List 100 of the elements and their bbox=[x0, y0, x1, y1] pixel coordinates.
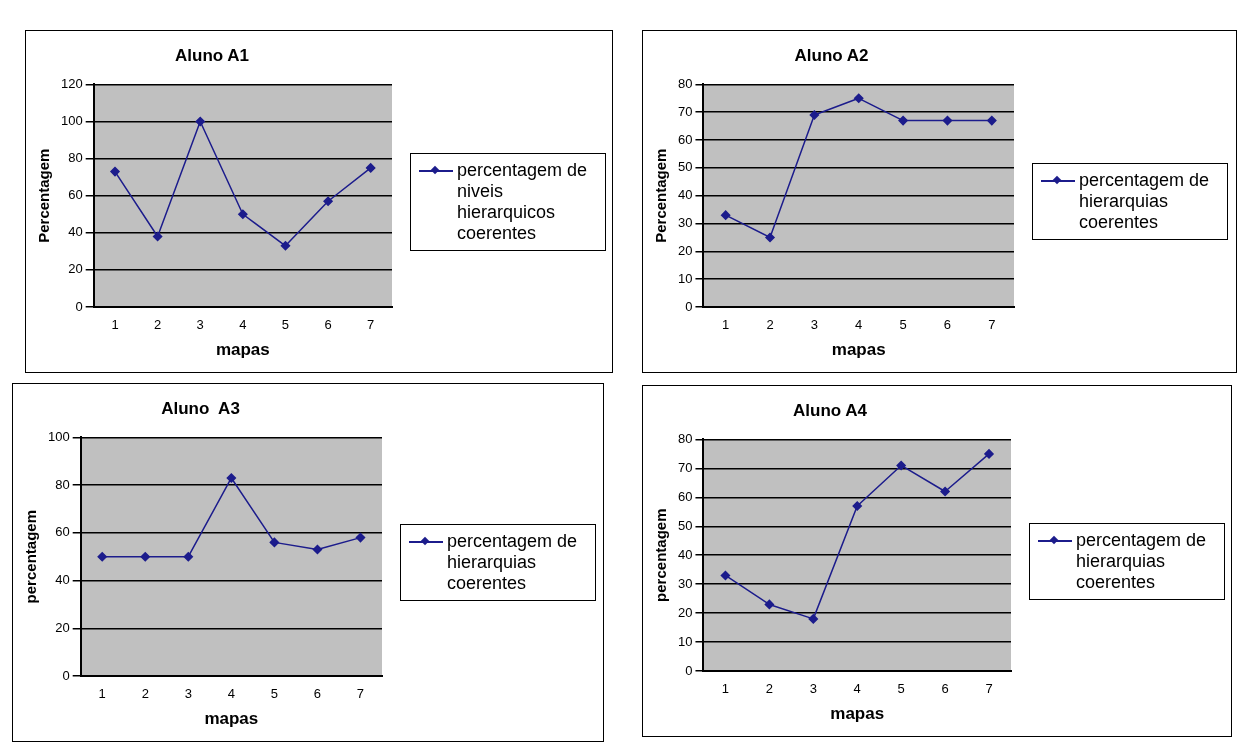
y-tick-label: 0 bbox=[685, 662, 693, 678]
x-tick-label: 1 bbox=[722, 317, 730, 333]
x-tick-label: 5 bbox=[270, 686, 279, 702]
x-axis-title: mapas bbox=[204, 709, 259, 729]
point bbox=[152, 231, 163, 242]
x-tick-label: 4 bbox=[239, 317, 247, 333]
y-tick-label: 70 bbox=[677, 459, 693, 475]
point bbox=[226, 473, 237, 483]
legend-label: percentagem de niveis hierarquicos coerentes bbox=[457, 159, 589, 244]
y-tick-label: 50 bbox=[677, 159, 693, 175]
y-tick-label: 80 bbox=[677, 75, 693, 91]
y-tick-label: 10 bbox=[677, 633, 693, 649]
x-tick-label: 2 bbox=[141, 686, 149, 702]
x-tick-label: 7 bbox=[367, 317, 375, 333]
point bbox=[183, 551, 194, 562]
x-tick-label: 4 bbox=[227, 686, 235, 702]
x-tick-label: 7 bbox=[988, 317, 996, 333]
point bbox=[940, 486, 950, 497]
point bbox=[280, 241, 291, 251]
point bbox=[140, 551, 151, 562]
x-tick-label: 3 bbox=[809, 681, 817, 697]
point bbox=[984, 449, 994, 459]
point bbox=[852, 501, 862, 511]
y-tick-label: 10 bbox=[677, 270, 693, 286]
y-tick-label: 100 bbox=[60, 113, 83, 129]
chart-title: Aluno A2 bbox=[794, 45, 869, 65]
y-tick-label: 60 bbox=[68, 187, 83, 203]
y-tick-label: 60 bbox=[677, 131, 693, 147]
point bbox=[312, 544, 323, 555]
point bbox=[809, 110, 820, 120]
point bbox=[355, 532, 366, 543]
x-tick-label: 1 bbox=[98, 686, 106, 702]
point bbox=[238, 209, 248, 219]
x-tick-label: 7 bbox=[985, 681, 993, 697]
legend-label: percentagem de hierarquias coerentes bbox=[1079, 170, 1211, 233]
point bbox=[764, 599, 775, 610]
point bbox=[720, 210, 731, 220]
y-tick-label: 50 bbox=[677, 517, 693, 533]
x-tick-label: 7 bbox=[356, 686, 365, 702]
point bbox=[896, 460, 906, 471]
y-tick-label: 80 bbox=[677, 430, 693, 446]
y-tick-label: 100 bbox=[47, 428, 70, 444]
x-tick-label: 4 bbox=[853, 681, 861, 697]
x-axis-title: mapas bbox=[831, 340, 886, 360]
x-axis-title: mapas bbox=[215, 340, 270, 360]
x-tick-label: 2 bbox=[154, 317, 162, 333]
y-tick-label: 80 bbox=[55, 476, 70, 492]
legend-label: percentagem de hierarquias coerentes bbox=[447, 531, 579, 594]
y-tick-label: 40 bbox=[55, 572, 70, 588]
y-tick-label: 30 bbox=[677, 215, 693, 231]
y-axis-title: percentagem bbox=[652, 508, 670, 602]
point bbox=[110, 166, 120, 177]
x-tick-label: 3 bbox=[196, 317, 204, 333]
y-tick-label: 20 bbox=[677, 242, 693, 258]
y-tick-label: 120 bbox=[60, 75, 83, 91]
x-tick-label: 2 bbox=[766, 317, 774, 333]
point bbox=[765, 232, 775, 243]
x-tick-label: 2 bbox=[765, 681, 773, 697]
y-tick-label: 0 bbox=[62, 667, 70, 683]
x-tick-label: 6 bbox=[941, 681, 949, 697]
x-tick-label: 1 bbox=[111, 317, 119, 333]
point bbox=[323, 196, 333, 207]
y-tick-label: 30 bbox=[677, 575, 693, 591]
point bbox=[987, 115, 997, 126]
y-tick-label: 40 bbox=[677, 546, 693, 562]
chart-title: Aluno A3 bbox=[161, 398, 240, 418]
y-tick-label: 40 bbox=[68, 224, 83, 240]
y-tick-label: 70 bbox=[677, 103, 693, 119]
y-tick-label: 20 bbox=[68, 261, 83, 277]
y-tick-label: 0 bbox=[75, 298, 83, 314]
point bbox=[97, 551, 107, 562]
y-axis-title: Percentagem bbox=[652, 148, 670, 243]
chart-title: Aluno A1 bbox=[175, 45, 249, 65]
point bbox=[195, 116, 205, 127]
point bbox=[898, 115, 908, 126]
y-axis-title: percentagem bbox=[22, 510, 40, 604]
x-tick-label: 6 bbox=[943, 317, 952, 333]
point bbox=[269, 537, 280, 548]
point bbox=[720, 570, 731, 581]
point bbox=[942, 115, 953, 126]
point bbox=[853, 93, 864, 104]
y-tick-label: 40 bbox=[677, 187, 693, 203]
point bbox=[808, 614, 819, 624]
x-tick-label: 3 bbox=[810, 317, 818, 333]
chart-title: Aluno A4 bbox=[793, 400, 868, 420]
x-tick-label: 5 bbox=[281, 317, 290, 333]
x-tick-label: 6 bbox=[313, 686, 322, 702]
x-tick-label: 5 bbox=[897, 681, 905, 697]
y-tick-label: 20 bbox=[677, 604, 693, 620]
y-tick-label: 60 bbox=[55, 524, 70, 540]
point bbox=[365, 163, 376, 173]
y-tick-label: 20 bbox=[55, 619, 70, 635]
y-tick-label: 60 bbox=[677, 488, 693, 504]
legend-label: percentagem de hierarquias coerentes bbox=[1076, 529, 1208, 593]
y-tick-label: 80 bbox=[68, 150, 83, 166]
y-tick-label: 0 bbox=[685, 298, 693, 314]
x-tick-label: 6 bbox=[324, 317, 332, 333]
x-tick-label: 1 bbox=[721, 681, 730, 697]
x-tick-label: 4 bbox=[855, 317, 863, 333]
x-tick-label: 5 bbox=[899, 317, 907, 333]
